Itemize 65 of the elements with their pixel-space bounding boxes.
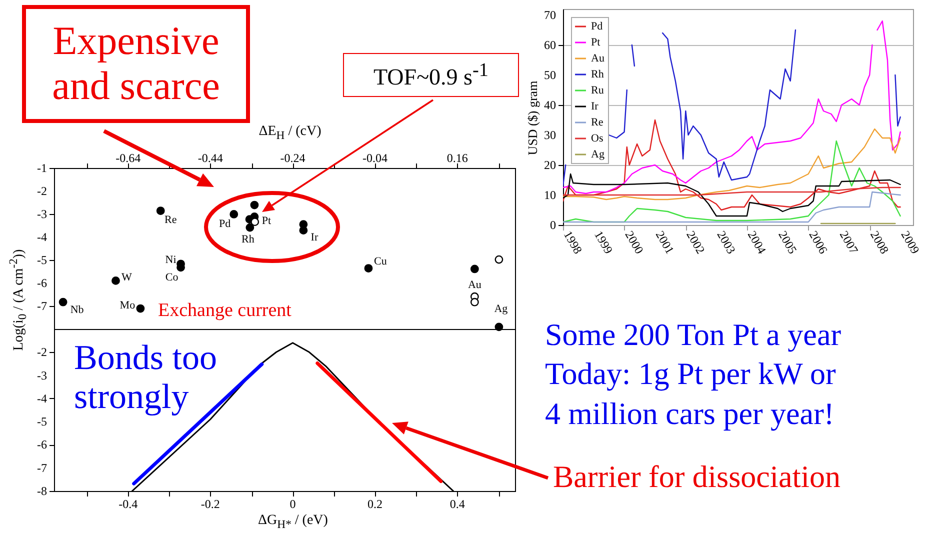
y-tick-label: -8 <box>37 484 47 498</box>
x-tick-label: 0.2 <box>368 497 383 511</box>
y-tick-label: -4 <box>37 391 47 406</box>
annotation: Cu <box>374 255 388 268</box>
y-tick-label: -5 <box>37 414 47 429</box>
text: Expensive and scarce <box>51 18 221 109</box>
y-tick-label: -4 <box>37 230 47 244</box>
annotation: Nb <box>70 304 84 316</box>
annotation: Rh <box>242 234 255 246</box>
y-tick-label: -2 <box>37 345 47 360</box>
text: Today: 1g Pt per kW or <box>545 356 836 391</box>
text: Some 200 Ton Pt a year <box>545 317 842 352</box>
y-tick-label: 0 <box>550 218 556 232</box>
x-tick-label: 0.16 <box>446 151 468 165</box>
annotation: Pt <box>262 214 272 227</box>
x-axis-title: ΔG$_{H*}$ / (eV) <box>258 513 328 531</box>
y-tick-label: 30 <box>544 128 556 142</box>
x-tick-label: -0.04 <box>362 151 388 165</box>
y-tick-label: -7 <box>37 299 47 313</box>
text: Barrier for dissociation <box>553 459 841 494</box>
y-tick-label: -7 <box>37 460 47 475</box>
y-tick-label: 70 <box>544 8 556 22</box>
x-tick-label: -0.4 <box>118 497 138 511</box>
legend-label: Au <box>591 52 605 64</box>
legend-label: Ir <box>591 100 599 112</box>
y-tick-label: 60 <box>544 38 556 52</box>
x-tick-label: -0.24 <box>280 151 306 165</box>
annotation: Ni <box>165 254 176 266</box>
legend-label: Os <box>591 132 604 144</box>
y-tick-label: 40 <box>544 98 556 112</box>
x-tick-label: -0.44 <box>198 151 223 165</box>
annotation: Exchange current <box>158 300 292 321</box>
legend-label: Re <box>591 116 604 128</box>
annotation: W <box>122 272 133 284</box>
y-tick-label: 50 <box>544 68 556 82</box>
y-tick-label: -3 <box>37 207 47 221</box>
x-tick-label: 0.4 <box>450 497 465 511</box>
annotation: Mo <box>120 300 136 312</box>
annotation: Co <box>165 271 179 284</box>
legend-label: Ag <box>591 148 605 160</box>
x-tick-label: -0.2 <box>200 497 220 511</box>
annotation: Bonds too strongly <box>74 338 217 416</box>
x-tick-label: 0 <box>290 497 296 511</box>
y-tick-label: 20 <box>544 158 556 172</box>
y-tick-label: 10 <box>544 188 556 202</box>
legend-label: Ru <box>591 84 604 96</box>
annotation: Ag <box>494 302 508 315</box>
legend-label: Rh <box>591 68 604 80</box>
y-tick-label: -3 <box>37 368 47 382</box>
y-tick-label: -6 <box>37 438 47 452</box>
annotation: Pd <box>219 218 232 230</box>
text: TOF~0.9 s$^{-1}$ <box>374 60 488 90</box>
x-tick-label: -0.64 <box>116 151 141 165</box>
y-axis-title: USD ($) gram <box>525 80 541 156</box>
y-tick-label: -5 <box>37 253 47 267</box>
y-tick-label: -1 <box>37 161 47 175</box>
x-axis-title: ΔE$_{H}$ / (cV) <box>258 124 322 142</box>
annotation: Re <box>164 214 177 226</box>
annotation: Ir <box>310 231 318 244</box>
text: 4 million cars per year! <box>545 396 834 431</box>
y-tick-label: -2 <box>37 184 47 198</box>
y-tick-label: -6 <box>37 276 47 290</box>
legend-label: Pd <box>591 20 604 32</box>
legend-label: Pt <box>591 36 600 48</box>
annotation: Au <box>468 278 482 291</box>
